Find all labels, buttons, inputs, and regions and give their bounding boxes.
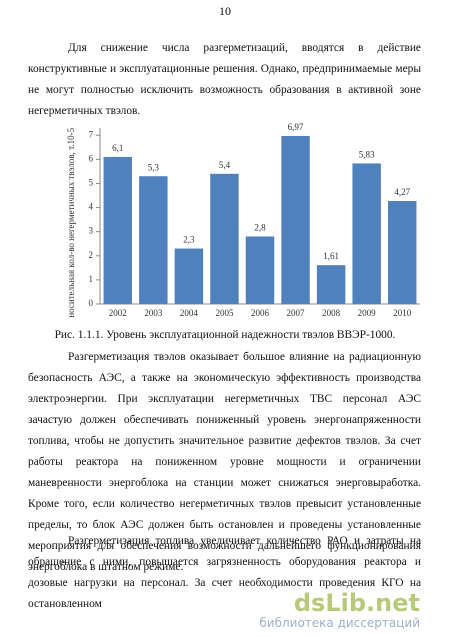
x-tick-label: 2004 bbox=[180, 308, 199, 318]
y-tick-label: 6 bbox=[89, 153, 94, 163]
y-tick-label: 3 bbox=[89, 226, 94, 236]
chart: Относительная кол-во негерметичных твэло… bbox=[66, 122, 420, 318]
value-label: 6,97 bbox=[288, 122, 304, 132]
y-tick-label: 5 bbox=[89, 178, 94, 188]
figure-caption: Рис. 1.1.1. Уровень эксплуатационной над… bbox=[54, 329, 396, 341]
x-tick-label: 2009 bbox=[358, 308, 377, 318]
paragraph: Разгерметизация топлива увеличивает коли… bbox=[28, 535, 421, 610]
bar bbox=[245, 236, 275, 304]
y-tick-label: 2 bbox=[89, 250, 94, 260]
x-tick-label: 2006 bbox=[251, 308, 270, 318]
bar bbox=[139, 176, 168, 304]
bar bbox=[210, 173, 239, 304]
y-tick-label: 1 bbox=[89, 274, 94, 284]
value-label: 4,27 bbox=[394, 187, 410, 197]
bar bbox=[281, 135, 310, 304]
x-tick-label: 2002 bbox=[109, 308, 127, 318]
y-tick-label: 0 bbox=[89, 298, 94, 308]
x-tick-label: 2007 bbox=[287, 308, 306, 318]
bar bbox=[316, 265, 346, 304]
paragraph: Разгерметизация твэлов оказывает большое… bbox=[28, 351, 421, 573]
value-label: 2,3 bbox=[183, 235, 195, 245]
value-label: 6,1 bbox=[112, 143, 123, 153]
bar bbox=[388, 201, 417, 304]
page-number: 10 bbox=[219, 4, 231, 18]
value-label: 5,83 bbox=[359, 150, 375, 160]
x-tick-label: 2005 bbox=[215, 308, 234, 318]
x-tick-label: 2010 bbox=[393, 308, 412, 318]
y-tick-label: 7 bbox=[89, 129, 94, 139]
bar bbox=[174, 248, 204, 304]
paragraph: Для снижение числа разгерметизаций, ввод… bbox=[28, 42, 421, 117]
y-axis-label: Относительная кол-во негерметичных твэло… bbox=[66, 127, 76, 318]
watermark-logo: dsLib.net bbox=[293, 589, 420, 617]
bar bbox=[103, 156, 132, 304]
value-label: 5,3 bbox=[148, 162, 160, 172]
watermark: dsLib.net библиотека диссертаций bbox=[259, 590, 420, 630]
value-label: 2,8 bbox=[254, 223, 266, 233]
value-label: 1,61 bbox=[323, 251, 339, 261]
y-tick-label: 4 bbox=[89, 202, 94, 212]
bar bbox=[352, 163, 381, 304]
watermark-tagline: библиотека диссертаций bbox=[259, 616, 420, 630]
x-tick-label: 2008 bbox=[322, 308, 341, 318]
x-tick-label: 2003 bbox=[144, 308, 163, 318]
value-label: 5,4 bbox=[219, 160, 231, 170]
